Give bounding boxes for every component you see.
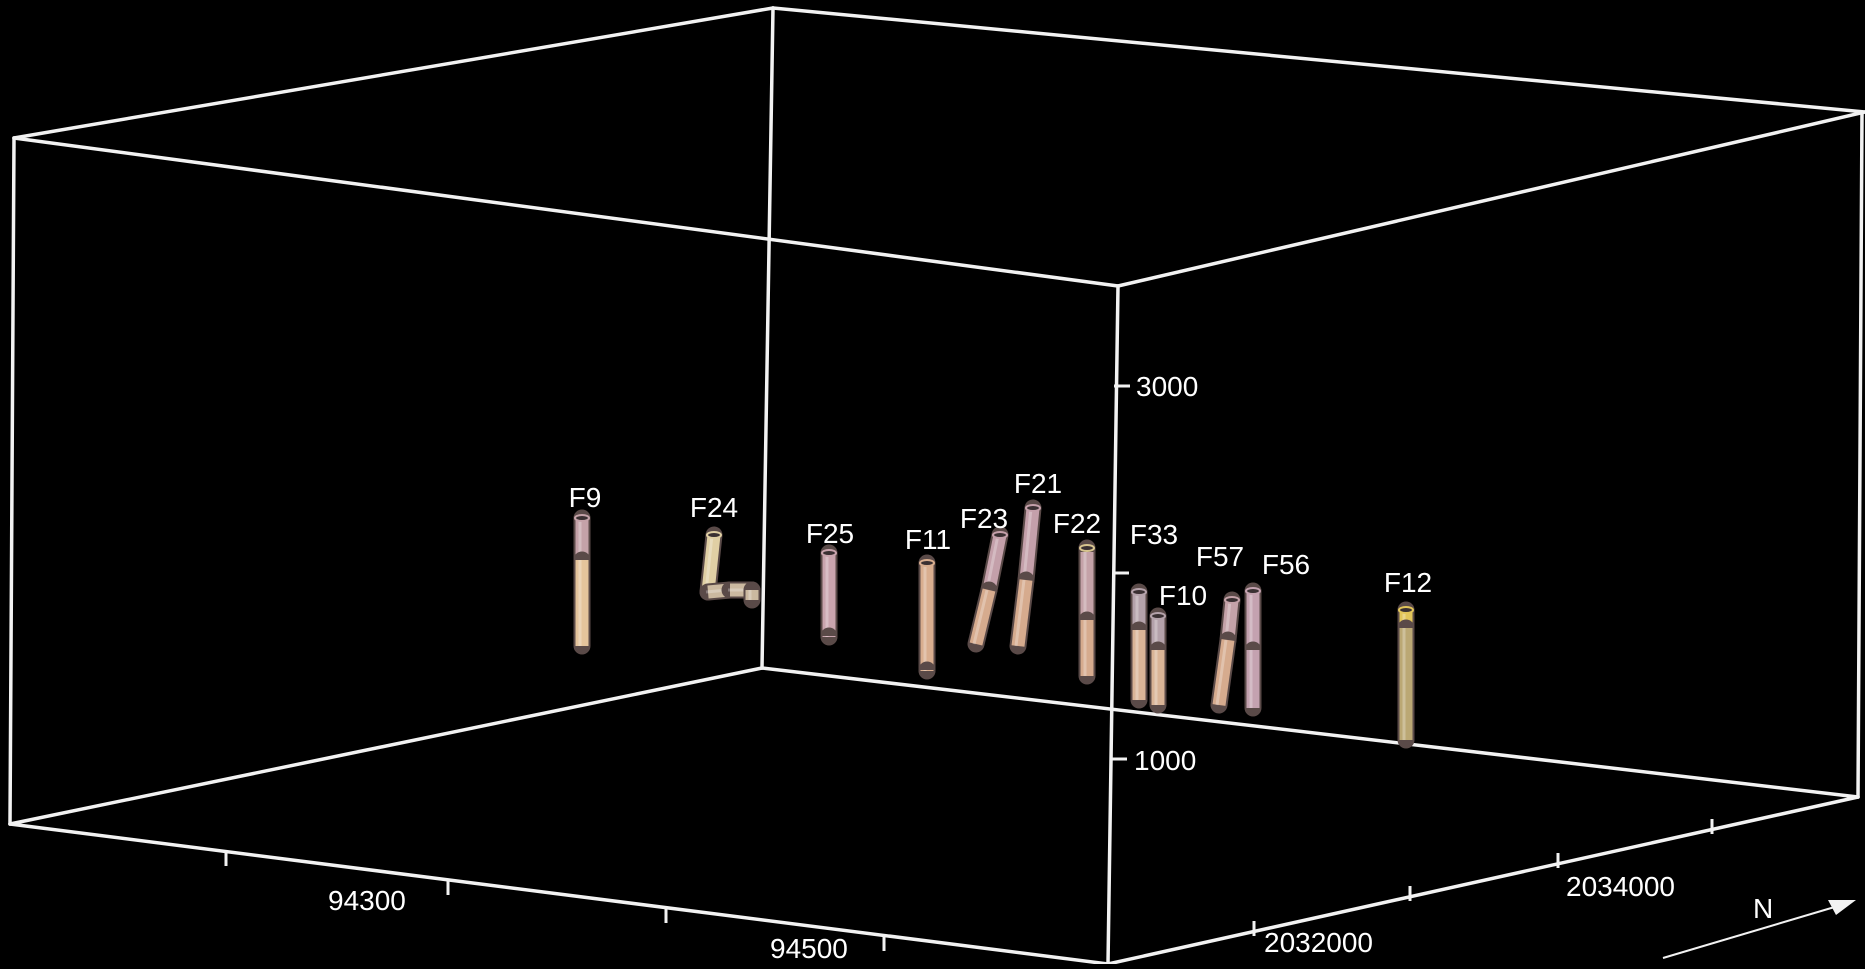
well-label: F25	[806, 518, 854, 549]
x-tick-label: 94300	[328, 885, 406, 916]
well-segment	[969, 588, 996, 646]
well-label: F10	[1159, 580, 1207, 611]
well-f23[interactable]: F23	[960, 503, 1009, 653]
well-top-cap	[919, 559, 935, 567]
z-tick-label: 3000	[1136, 371, 1198, 402]
north-label: N	[1753, 893, 1773, 924]
well-f9[interactable]: F9	[569, 482, 602, 655]
well-f57[interactable]: F57	[1196, 541, 1244, 714]
well-f25[interactable]: F25	[806, 518, 854, 646]
box-edge	[1106, 284, 1120, 966]
well-segment	[1212, 639, 1235, 706]
well-top-cap	[821, 549, 837, 557]
box-edge	[760, 666, 1860, 799]
well-top-cap	[574, 514, 590, 522]
well-f10[interactable]: F10	[1149, 580, 1207, 714]
well-label: F56	[1262, 549, 1310, 580]
well-segment-highlight	[1215, 639, 1228, 706]
well-top-cap	[1131, 588, 1147, 596]
well-segment-highlight	[1022, 507, 1033, 581]
well-label: F33	[1130, 519, 1178, 550]
well-top-cap	[1025, 504, 1041, 512]
well-f12[interactable]: F12	[1384, 567, 1432, 749]
well-f11[interactable]: F11	[905, 524, 951, 680]
box-edge	[8, 822, 1110, 966]
well-segment-highlight	[985, 534, 1000, 591]
well-label: F12	[1384, 567, 1432, 598]
box-edge	[771, 6, 1865, 114]
well-top-cap	[1398, 606, 1414, 614]
north-arrow-shaft	[1662, 905, 1839, 959]
well-segment-highlight	[972, 589, 989, 645]
well-top-cap	[1150, 612, 1166, 620]
box-edge	[760, 6, 775, 670]
y-axis: 2032000 2034000	[1252, 819, 1714, 958]
well-label: F9	[569, 482, 602, 513]
well-f56[interactable]: F56	[1244, 549, 1310, 717]
box-edge	[1106, 795, 1860, 966]
well-label: F21	[1014, 468, 1062, 499]
well-segment	[701, 534, 721, 593]
well-label: F24	[690, 492, 738, 523]
well-top-cap	[992, 531, 1008, 539]
well-label: F57	[1196, 541, 1244, 572]
well-segment	[1011, 579, 1033, 647]
well-f33[interactable]: F33	[1130, 519, 1178, 709]
box-edge	[1116, 110, 1865, 288]
well-segment-highlight	[704, 534, 714, 593]
well-segment-highlight	[1014, 579, 1026, 647]
y-tick-label: 2032000	[1264, 927, 1373, 958]
well-f22[interactable]: F22	[1053, 508, 1101, 685]
well-f24[interactable]: F24	[690, 492, 761, 609]
well-segment	[982, 533, 1007, 592]
well-top-cap	[1079, 544, 1095, 552]
y-tick-label: 2034000	[1566, 871, 1675, 902]
bounding-box	[8, 6, 1865, 966]
box-edge	[8, 136, 16, 826]
box-edge	[1856, 110, 1864, 799]
well-f21[interactable]: F21	[1009, 468, 1062, 655]
well-top-cap	[1245, 587, 1261, 595]
well-segment	[1019, 507, 1040, 581]
z-axis: 3000 1000	[1111, 371, 1198, 776]
box-edge	[8, 666, 764, 826]
well-label: F22	[1053, 508, 1101, 539]
north-arrow: N	[1662, 893, 1856, 959]
well-top-cap	[1224, 596, 1240, 604]
well-label: F23	[960, 503, 1008, 534]
well-label: F11	[905, 524, 951, 555]
box-edge	[12, 136, 1120, 288]
z-tick-label: 1000	[1134, 745, 1196, 776]
x-tick-label: 94500	[770, 933, 848, 964]
north-arrow-head	[1828, 900, 1856, 915]
box-edge	[12, 6, 775, 140]
x-axis: 94300 94500	[224, 851, 886, 964]
well-top-cap	[706, 531, 722, 539]
